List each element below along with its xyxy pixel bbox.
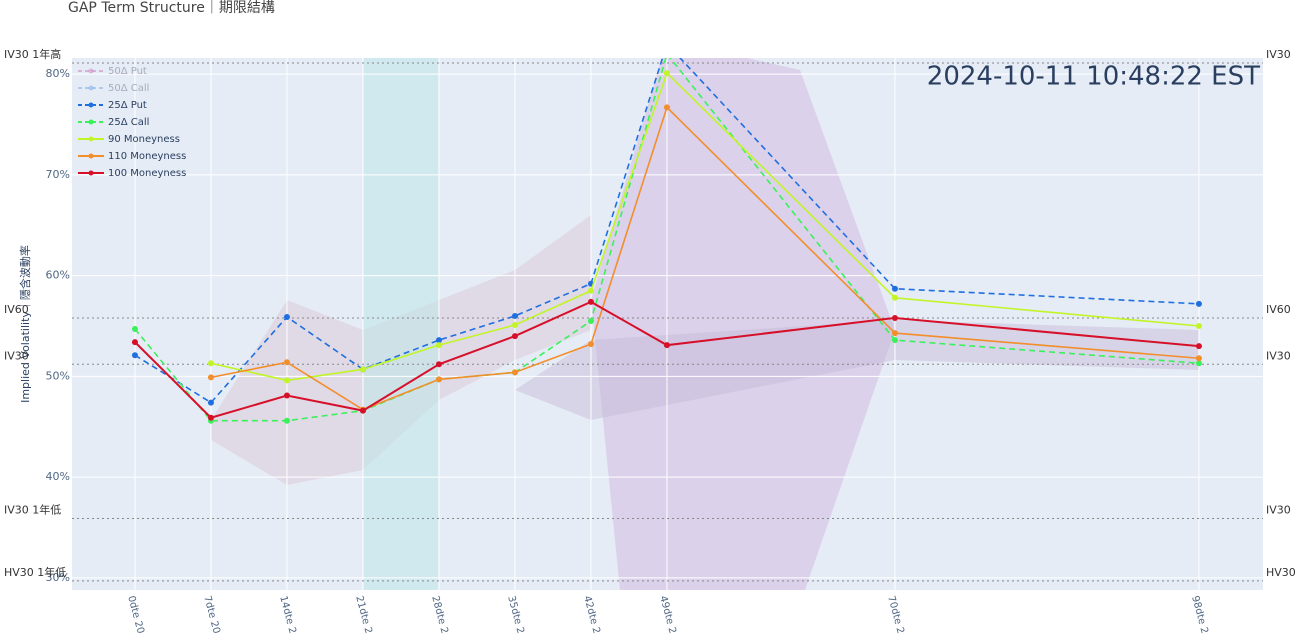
- y-tick-label: 60%: [46, 269, 70, 282]
- data-point: [283, 392, 290, 399]
- x-tick-label: 7dte 20: [201, 595, 222, 635]
- legend-marker: [88, 136, 94, 142]
- legend-label: 110 Moneyness: [108, 151, 186, 162]
- data-point: [131, 326, 138, 333]
- data-point: [435, 342, 442, 349]
- data-point: [283, 313, 290, 320]
- x-tick-label: 28dte 2: [429, 595, 450, 635]
- legend-marker: [88, 102, 94, 108]
- data-point: [587, 298, 594, 305]
- legend-label: 100 Moneyness: [108, 168, 186, 179]
- reference-label: IV30 1年高: [4, 47, 61, 61]
- x-tick-label: 0dte 20: [125, 595, 146, 635]
- data-point: [587, 317, 594, 324]
- range-band: [515, 320, 1199, 420]
- legend-label: 50Δ Put: [108, 66, 147, 77]
- data-point: [663, 70, 670, 77]
- data-point: [1195, 300, 1202, 307]
- data-point: [891, 337, 898, 344]
- legend-marker: [88, 153, 94, 159]
- legend-label: 90 Moneyness: [108, 134, 180, 145]
- data-point: [283, 359, 290, 366]
- y-tick-label: 30%: [46, 571, 70, 584]
- data-point: [131, 339, 138, 346]
- reference-label: IV30 1年低: [4, 502, 61, 516]
- legend-label: 25Δ Call: [108, 117, 149, 128]
- y-axis-title: Implied Volatility｜隱含波動率: [18, 245, 32, 403]
- reference-label: IV30: [1266, 349, 1291, 362]
- data-point: [891, 294, 898, 301]
- legend-label: 25Δ Put: [108, 100, 147, 111]
- x-tick-label: 98dte 2: [1189, 595, 1210, 635]
- timestamp: 2024-10-11 10:48:22 EST: [927, 62, 1260, 92]
- legend-marker: [88, 119, 94, 125]
- data-point: [511, 369, 518, 376]
- x-tick-label: 70dte 2: [885, 595, 906, 635]
- data-point: [511, 312, 518, 319]
- data-point: [207, 399, 214, 406]
- data-point: [891, 285, 898, 292]
- x-tick-label: 14dte 2: [277, 595, 298, 635]
- x-tick-label: 35dte 2: [505, 595, 526, 635]
- x-tick-label: 42dte 2: [581, 595, 602, 635]
- data-point: [891, 314, 898, 321]
- data-point: [435, 361, 442, 368]
- data-point: [1195, 355, 1202, 362]
- reference-label: IV30: [1266, 48, 1291, 61]
- reference-label: HV30: [1266, 566, 1296, 579]
- data-point: [663, 104, 670, 111]
- reference-label: IV30: [4, 349, 29, 362]
- data-point: [587, 287, 594, 294]
- y-tick-label: 50%: [46, 369, 70, 382]
- legend-marker: [88, 68, 94, 74]
- highlight-band: [362, 58, 439, 590]
- data-point: [511, 333, 518, 340]
- reference-label: IV60: [4, 303, 29, 316]
- y-tick-label: 70%: [46, 168, 70, 181]
- series-layer: [72, 41, 1263, 590]
- x-tick-label: 49dte 2: [657, 595, 678, 635]
- data-point: [131, 352, 138, 359]
- reference-label: IV30: [1266, 503, 1291, 516]
- data-point: [587, 341, 594, 348]
- data-point: [435, 337, 442, 344]
- data-point: [891, 330, 898, 337]
- data-point: [511, 322, 518, 329]
- legend-label: 50Δ Call: [108, 83, 149, 94]
- data-point: [283, 417, 290, 424]
- legend-marker: [88, 170, 94, 176]
- reference-label: HV30 1年低: [4, 565, 66, 579]
- data-point: [359, 366, 366, 373]
- data-point: [1195, 343, 1202, 350]
- data-point: [664, 41, 670, 47]
- data-point: [359, 407, 366, 414]
- y-tick-label: 40%: [46, 470, 70, 483]
- y-tick-label: 80%: [46, 67, 70, 80]
- reference-label: IV60: [1266, 303, 1291, 316]
- data-point: [283, 377, 290, 384]
- data-point: [435, 376, 442, 383]
- data-point: [1195, 360, 1202, 367]
- data-point: [664, 51, 670, 57]
- x-tick-label: 21dte 2: [353, 595, 374, 635]
- data-point: [1195, 323, 1202, 330]
- plot-background: [72, 58, 1263, 590]
- data-point: [663, 342, 670, 349]
- data-point: [207, 360, 214, 367]
- data-point: [207, 374, 214, 381]
- series-line: [134, 300, 1200, 419]
- data-point: [207, 414, 214, 421]
- legend-marker: [88, 85, 94, 91]
- chart-title: GAP Term Structure｜期限結構: [68, 0, 275, 16]
